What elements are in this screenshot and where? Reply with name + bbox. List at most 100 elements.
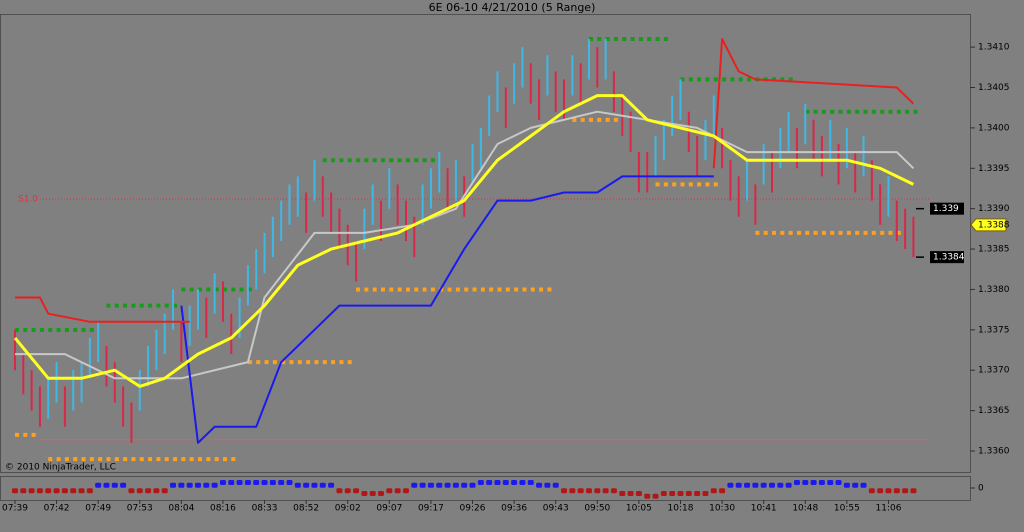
indicator-dot <box>28 488 35 494</box>
indicator-dot <box>386 488 393 494</box>
indicator-dot <box>477 480 484 485</box>
indicator-dot <box>70 488 77 494</box>
indicator-dot <box>236 480 243 485</box>
indicator-dot <box>427 482 434 488</box>
indicator-dot <box>536 482 543 488</box>
indicator-dot <box>627 491 634 496</box>
y-tick-label: 1.3360 <box>978 446 1010 456</box>
price-box <box>930 251 964 264</box>
indicator-dot <box>802 480 809 485</box>
y-tick-label: 1.3400 <box>978 123 1010 133</box>
indicator-dot <box>527 480 534 485</box>
indicator-dot <box>378 491 385 496</box>
indicator-dot <box>111 482 118 488</box>
y-tick-label: 1.3410 <box>978 43 1010 53</box>
indicator-dot <box>760 482 767 488</box>
indicator-dot <box>610 488 617 494</box>
indicator-dot <box>219 480 226 485</box>
indicator-dot <box>461 482 468 488</box>
indicator-dot <box>452 482 459 488</box>
indicator-dot <box>86 488 93 494</box>
y-tick-label: 1.3385 <box>978 245 1010 255</box>
indicator-line <box>15 38 915 323</box>
indicator-dot <box>619 491 626 496</box>
indicator-dot <box>694 491 701 496</box>
indicator-dot <box>727 482 734 488</box>
last-price-box <box>970 218 1007 232</box>
indicator-dot <box>170 482 177 488</box>
indicator-dot <box>261 480 268 485</box>
indicator-dot <box>735 482 742 488</box>
x-tick-label: 07:39 <box>2 504 28 514</box>
x-tick-label: 08:16 <box>210 504 236 514</box>
indicator-dot <box>20 488 27 494</box>
indicator-dot <box>677 491 684 496</box>
x-tick-label: 08:33 <box>252 504 278 514</box>
y-tick-label: 1.3370 <box>978 366 1010 376</box>
x-tick-label: 08:04 <box>168 504 194 514</box>
x-tick-label: 09:50 <box>584 504 610 514</box>
price-box <box>930 202 964 215</box>
indicator-dot <box>61 488 68 494</box>
indicator-dot <box>893 488 900 494</box>
indicator-dot <box>777 482 784 488</box>
indicator-dot <box>910 488 917 494</box>
indicator-dot <box>860 482 867 488</box>
indicator-dot <box>469 482 476 488</box>
indicator-dot <box>868 488 875 494</box>
indicator-dot <box>328 482 335 488</box>
indicator-dot <box>336 488 343 494</box>
indicator-dot <box>835 480 842 485</box>
y-tick-label: 1.3365 <box>978 406 1010 416</box>
indicator-dot <box>685 491 692 496</box>
indicator-dot <box>594 488 601 494</box>
indicator-dot <box>45 488 52 494</box>
indicator-dot <box>244 480 251 485</box>
indicator-dot <box>793 480 800 485</box>
indicator-dot <box>719 488 726 494</box>
indicator-dot <box>544 482 551 488</box>
x-tick-label: 09:36 <box>501 504 527 514</box>
indicator-dot <box>585 488 592 494</box>
indicator-dot <box>11 488 18 494</box>
indicator-dot <box>353 488 360 494</box>
indicator-dot <box>885 488 892 494</box>
indicator-dot <box>303 482 310 488</box>
indicator-dot <box>211 482 218 488</box>
y-tick-label: 1.3395 <box>978 164 1010 174</box>
indicator-dot <box>161 488 168 494</box>
indicator-dot <box>95 482 102 488</box>
price-label: 1.3384 <box>933 253 965 263</box>
x-tick-label: 09:07 <box>376 504 402 514</box>
indicator-dot <box>319 482 326 488</box>
x-tick-label: 09:02 <box>335 504 361 514</box>
y-tick-label: 1.3405 <box>978 83 1010 93</box>
indicator-dot <box>361 491 368 496</box>
price-panel <box>0 14 971 473</box>
indicator-dot <box>311 482 318 488</box>
indicator-dot <box>394 488 401 494</box>
x-tick-label: 10:30 <box>709 504 735 514</box>
indicator-dot <box>843 482 850 488</box>
x-tick-label: 07:53 <box>127 504 153 514</box>
indicator-dot <box>644 493 651 499</box>
x-tick-label: 09:43 <box>543 504 569 514</box>
x-tick-label: 07:42 <box>44 504 70 514</box>
indicator-dot <box>577 488 584 494</box>
indicator-dot <box>744 482 751 488</box>
indicator-dot <box>269 480 276 485</box>
indicator-dot <box>552 482 559 488</box>
indicator-dot <box>228 480 235 485</box>
indicator-dot <box>710 488 717 494</box>
indicator-dot <box>669 491 676 496</box>
copyright: © 2010 NinjaTrader, LLC <box>5 463 116 473</box>
last-price-label: 1.3388 <box>978 220 1010 230</box>
indicator-dot <box>635 491 642 496</box>
indicator-dot <box>286 480 293 485</box>
indicator-dot <box>294 482 301 488</box>
y-tick-label: 1.3380 <box>978 285 1010 295</box>
indicator-dot <box>827 480 834 485</box>
x-tick-label: 10:41 <box>751 504 777 514</box>
indicator-dot <box>852 482 859 488</box>
x-tick-label: 10:18 <box>668 504 694 514</box>
